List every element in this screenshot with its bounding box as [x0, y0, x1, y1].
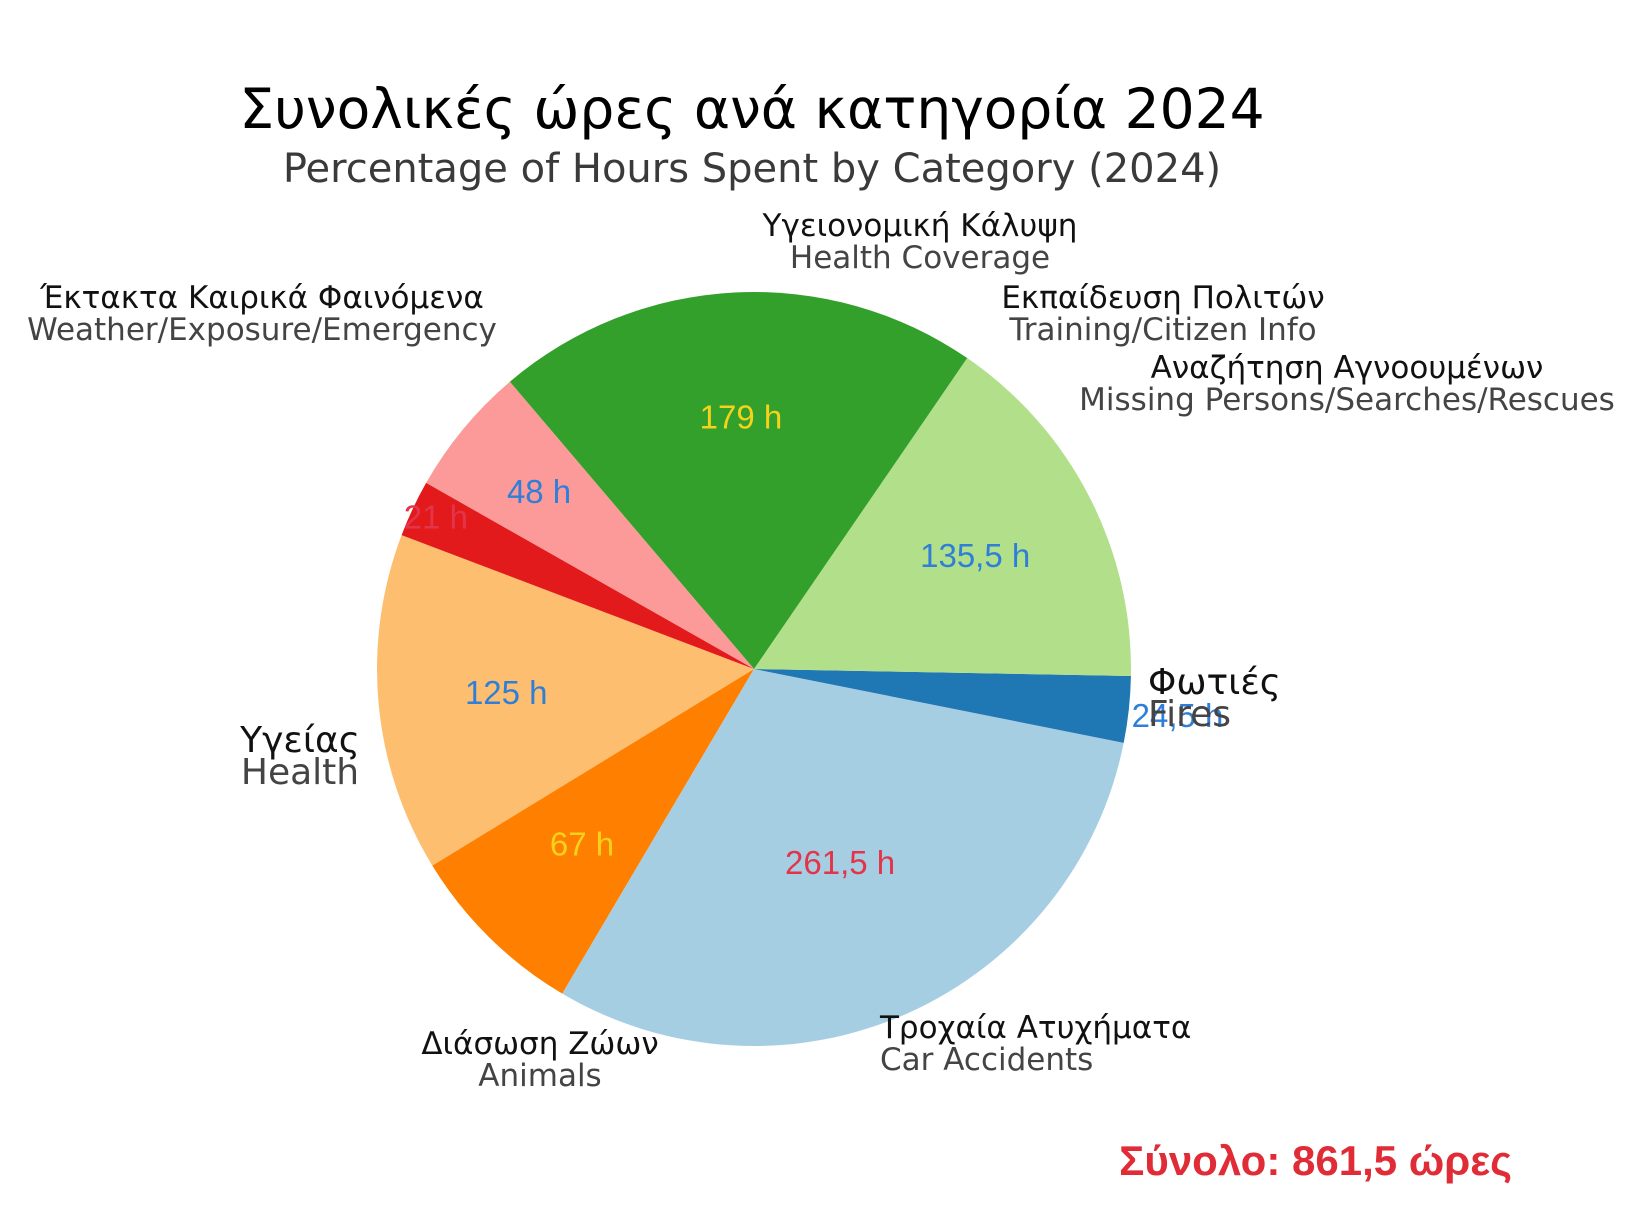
slice-label-english-missing-persons-searches-rescues: Missing Persons/Searches/Rescues: [1079, 382, 1615, 418]
pie-slice-training-citizen-info: [401, 482, 754, 669]
slice-label-english-health: Health: [241, 752, 359, 793]
slice-label-greek-fires: Φωτιές: [1148, 662, 1281, 703]
total-hours: Σύνολο: 861,5 ώρες: [1119, 1137, 1512, 1184]
slice-label-greek-missing-persons-searches-rescues: Αναζήτηση Αγνοουμένων: [1151, 350, 1544, 386]
slice-label-greek-animals: Διάσωση Ζώων: [421, 1026, 658, 1062]
slice-value-fires: 179 h: [700, 399, 783, 436]
chart-title: Συνολικές ώρες ανά κατηγορία 2024: [239, 77, 1264, 141]
pie-slice-health: [562, 669, 1124, 1046]
chart-subtitle: Percentage of Hours Spent by Category (2…: [283, 146, 1221, 192]
slice-value-health: 261,5 h: [785, 844, 895, 881]
slice-value-missing-persons-searches-rescues: 48 h: [507, 473, 571, 510]
slice-label-english-weather-exposure-emergency: Weather/Exposure/Emergency: [27, 312, 497, 348]
pie-slice-weather-exposure-emergency: [432, 669, 754, 994]
slice-label-english-fires: Fires: [1148, 694, 1231, 735]
slice-values: 125 h 67 h 261,5 h 24,5 h 135,5 h 179 h 48 h 21…: [404, 399, 1224, 881]
slice-label-greek-weather-exposure-emergency: Έκτακτα Καιρικά Φαινόμενα: [39, 280, 484, 316]
slice-value-weather-exposure-emergency: 67 h: [550, 826, 614, 863]
slice-label-english-animals: Animals: [478, 1058, 601, 1094]
slice-label-greek-training-citizen-info: Εκπαίδευση Πολιτών: [1001, 280, 1324, 316]
slice-value-health-coverage: 125 h: [465, 674, 548, 711]
pie-slice-missing-persons-searches-rescues: [426, 381, 754, 669]
pie-slice-animals: [754, 669, 1131, 743]
slice-label-english-car-accidents: Car Accidents: [880, 1042, 1093, 1078]
slice-label-greek-health: Υγείας: [239, 720, 360, 761]
slice-label-greek-health-coverage: Υγειονομική Κάλυψη: [762, 208, 1078, 244]
slice-label-english-training-citizen-info: Training/Citizen Info: [1008, 312, 1316, 348]
slice-value-training-citizen-info: 21 h: [404, 499, 468, 536]
pie-slices: [376, 292, 1131, 1046]
pie-slice-fires: [509, 292, 968, 669]
slice-label-english-health-coverage: Health Coverage: [790, 240, 1050, 276]
slice-label-greek-car-accidents: Τροχαία Ατυχήματα: [879, 1010, 1191, 1046]
pie-slice-health-coverage: [376, 535, 754, 866]
slice-value-car-accidents: 135,5 h: [920, 537, 1030, 574]
pie-slice-car-accidents: [754, 358, 1131, 676]
slice-value-animals: 24,5 h: [1132, 697, 1224, 734]
